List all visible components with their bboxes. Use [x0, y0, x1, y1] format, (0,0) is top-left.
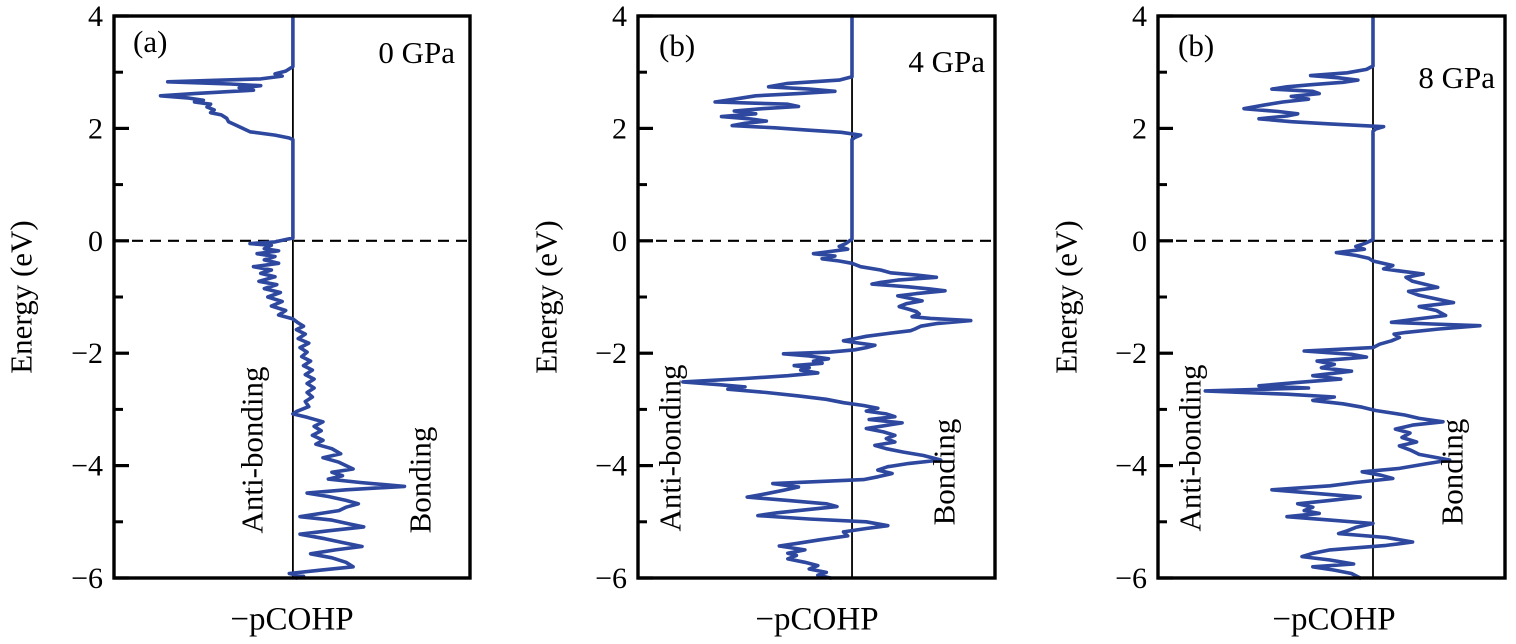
y-axis-title-panel-1: Energy (eV): [3, 220, 39, 374]
y-tick-label: −4: [1115, 450, 1147, 483]
panel-frame-3: [1156, 14, 1507, 580]
y-tick-label: −2: [71, 337, 103, 370]
y-tick-label: −6: [1115, 562, 1147, 595]
pressure-label-2: 4 GPa: [908, 44, 985, 79]
y-tick-label: 4: [612, 0, 627, 33]
x-axis-title-panel-3: −pCOHP: [1272, 601, 1396, 638]
pcohp-curve-2: [681, 14, 973, 580]
y-tick-label: −6: [71, 562, 103, 595]
anti-bonding-label-2: Anti-bonding: [652, 364, 688, 532]
panel-letter-1: (a): [133, 24, 168, 59]
y-tick-label: 0: [612, 225, 627, 258]
anti-bonding-label-3: Anti-bonding: [1172, 364, 1208, 532]
y-tick-label: −4: [595, 450, 627, 483]
panel-frame-1: [112, 14, 472, 580]
y-tick-label: −6: [595, 562, 627, 595]
y-tick-label: −4: [71, 450, 103, 483]
pressure-label-3: 8 GPa: [1418, 60, 1495, 95]
panel-frame-2: [636, 14, 997, 580]
y-tick-label: −2: [595, 337, 627, 370]
y-tick-label: 2: [612, 112, 627, 145]
y-tick-label: 4: [1132, 0, 1147, 33]
y-tick-label: 2: [88, 112, 103, 145]
y-tick-label: 4: [88, 0, 103, 33]
y-axis-title-panel-2: Energy (eV): [528, 220, 564, 374]
pcohp-curve-1: [158, 14, 407, 580]
y-axis-title-panel-3: Energy (eV): [1048, 220, 1084, 374]
panel-letter-2: (b): [659, 28, 696, 63]
bonding-label-2: Bonding: [926, 418, 962, 526]
panel-letter-3: (b): [1178, 28, 1215, 63]
y-tick-label: 2: [1132, 112, 1147, 145]
bonding-label-1: Bonding: [402, 426, 438, 534]
anti-bonding-label-1: Anti-bonding: [234, 366, 270, 534]
y-tick-label: −2: [1115, 337, 1147, 370]
x-axis-title-panel-2: −pCOHP: [755, 601, 879, 638]
pressure-label-1: 0 GPa: [378, 35, 455, 70]
pcohp-curve-3: [1203, 14, 1482, 580]
y-tick-label: 0: [88, 225, 103, 258]
bonding-label-3: Bonding: [1434, 418, 1470, 526]
x-axis-title-panel-1: −pCOHP: [230, 601, 354, 638]
y-tick-label: 0: [1132, 225, 1147, 258]
